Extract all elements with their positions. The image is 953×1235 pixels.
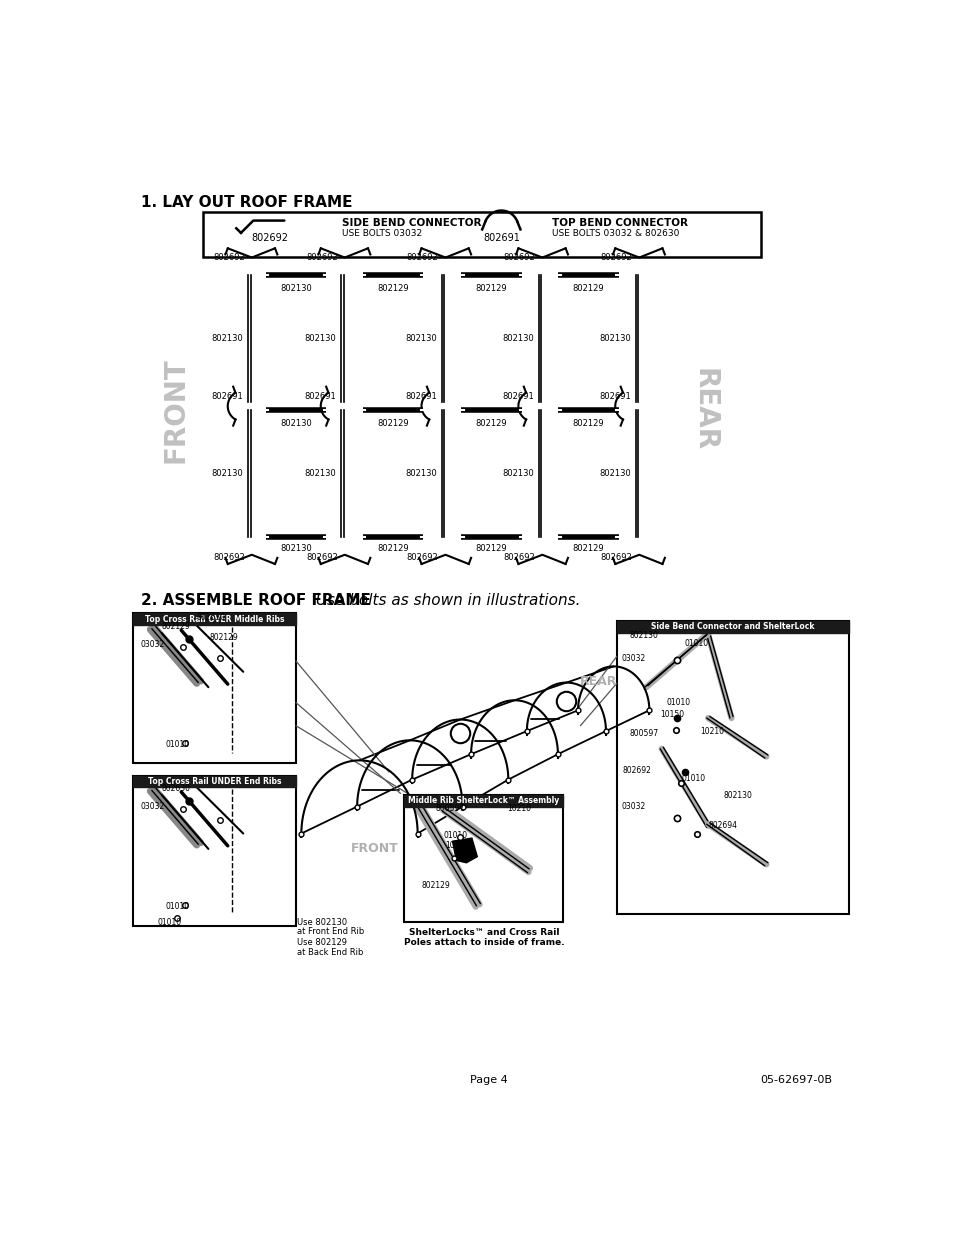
Text: 01010: 01010 bbox=[666, 698, 690, 708]
Text: 01010: 01010 bbox=[443, 831, 467, 840]
Text: 802130: 802130 bbox=[501, 469, 534, 478]
Text: FRONT: FRONT bbox=[351, 842, 398, 856]
Text: 802630: 802630 bbox=[196, 614, 226, 622]
Text: 802692: 802692 bbox=[213, 253, 245, 262]
Text: 802691: 802691 bbox=[482, 233, 519, 243]
Text: USE BOLTS 03032 & 802630: USE BOLTS 03032 & 802630 bbox=[551, 230, 679, 238]
Text: 800597: 800597 bbox=[435, 804, 464, 813]
Text: 802691: 802691 bbox=[212, 393, 243, 401]
Text: 802129: 802129 bbox=[476, 419, 507, 427]
Text: 802129: 802129 bbox=[572, 284, 603, 293]
Text: 802129: 802129 bbox=[572, 419, 603, 427]
Text: 802130: 802130 bbox=[280, 545, 312, 553]
Text: 01010: 01010 bbox=[165, 902, 190, 911]
Text: 802130: 802130 bbox=[280, 284, 312, 293]
Text: 802130: 802130 bbox=[212, 469, 243, 478]
Text: 03032: 03032 bbox=[620, 655, 645, 663]
Text: 802692: 802692 bbox=[213, 553, 245, 562]
Text: 802692: 802692 bbox=[503, 553, 535, 562]
Text: 802692: 802692 bbox=[600, 553, 632, 562]
Text: 800597: 800597 bbox=[629, 729, 658, 737]
Text: FRONT: FRONT bbox=[162, 357, 190, 463]
Text: 802692: 802692 bbox=[503, 253, 535, 262]
Bar bbox=[203, 212, 760, 257]
Text: ShelterLocks™ and Cross Rail: ShelterLocks™ and Cross Rail bbox=[408, 927, 558, 936]
Text: 802692: 802692 bbox=[600, 253, 632, 262]
Text: 802130: 802130 bbox=[598, 469, 630, 478]
Bar bbox=[133, 614, 295, 763]
Text: 802630: 802630 bbox=[162, 783, 191, 793]
Text: 802129: 802129 bbox=[162, 622, 191, 631]
Text: 802129: 802129 bbox=[476, 545, 507, 553]
Text: REAR: REAR bbox=[578, 676, 617, 688]
Text: at Front End Rib: at Front End Rib bbox=[297, 926, 364, 936]
Text: Poles attach to inside of frame.: Poles attach to inside of frame. bbox=[403, 939, 563, 947]
Text: USE BOLTS 03032: USE BOLTS 03032 bbox=[342, 230, 422, 238]
Text: 802130: 802130 bbox=[629, 631, 658, 640]
Text: Middle Rib ShelterLock™ Assembly: Middle Rib ShelterLock™ Assembly bbox=[408, 797, 558, 805]
Text: 01010: 01010 bbox=[165, 741, 190, 750]
Text: 802129: 802129 bbox=[376, 545, 408, 553]
Polygon shape bbox=[133, 776, 295, 787]
Text: 802129: 802129 bbox=[210, 632, 238, 642]
Text: 802692: 802692 bbox=[406, 553, 438, 562]
Text: 802130: 802130 bbox=[304, 469, 335, 478]
Text: REAR: REAR bbox=[690, 368, 718, 452]
Text: Use bolts as shown in illustrations.: Use bolts as shown in illustrations. bbox=[311, 593, 580, 608]
Text: 10150: 10150 bbox=[659, 710, 683, 719]
Text: 802129: 802129 bbox=[421, 882, 450, 890]
Text: 10150: 10150 bbox=[444, 841, 468, 851]
Text: 03032: 03032 bbox=[141, 641, 165, 650]
Text: 10210: 10210 bbox=[506, 804, 530, 814]
Text: TOP BEND CONNECTOR: TOP BEND CONNECTOR bbox=[551, 217, 687, 228]
Text: Use 802130: Use 802130 bbox=[297, 918, 347, 926]
Text: 802692: 802692 bbox=[406, 253, 438, 262]
Bar bbox=[404, 795, 562, 923]
Text: Side Bend Connector and ShelterLock: Side Bend Connector and ShelterLock bbox=[651, 622, 814, 631]
Text: 802129: 802129 bbox=[572, 545, 603, 553]
Text: 802692: 802692 bbox=[622, 766, 651, 774]
Polygon shape bbox=[617, 621, 848, 632]
Polygon shape bbox=[452, 839, 476, 863]
Text: Top Cross Rail OVER Middle Ribs: Top Cross Rail OVER Middle Ribs bbox=[145, 615, 284, 624]
Text: 802130: 802130 bbox=[405, 469, 436, 478]
Text: 802130: 802130 bbox=[598, 335, 630, 343]
Polygon shape bbox=[404, 795, 562, 806]
Text: 802130: 802130 bbox=[212, 335, 243, 343]
Text: 03032: 03032 bbox=[620, 802, 645, 811]
Text: 802692: 802692 bbox=[306, 253, 337, 262]
Text: 802691: 802691 bbox=[405, 393, 436, 401]
Text: 802130: 802130 bbox=[723, 790, 752, 799]
Text: 802130: 802130 bbox=[405, 335, 436, 343]
Text: SIDE BEND CONNECTOR: SIDE BEND CONNECTOR bbox=[342, 217, 481, 228]
Text: 10210: 10210 bbox=[700, 727, 723, 736]
Text: 802691: 802691 bbox=[501, 393, 534, 401]
Text: 01010: 01010 bbox=[684, 638, 708, 648]
Polygon shape bbox=[133, 614, 295, 625]
Text: Top Cross Rail UNDER End Ribs: Top Cross Rail UNDER End Ribs bbox=[148, 777, 281, 785]
Text: 802130: 802130 bbox=[304, 335, 335, 343]
Text: at Back End Rib: at Back End Rib bbox=[297, 947, 363, 957]
Text: 2. ASSEMBLE ROOF FRAME: 2. ASSEMBLE ROOF FRAME bbox=[141, 593, 371, 608]
Text: Page 4: Page 4 bbox=[470, 1074, 507, 1084]
Text: Use 802129: Use 802129 bbox=[297, 939, 347, 947]
Text: 802691: 802691 bbox=[304, 393, 335, 401]
Text: 802691: 802691 bbox=[598, 393, 630, 401]
Text: 01010: 01010 bbox=[680, 773, 704, 783]
Text: 03032: 03032 bbox=[141, 802, 165, 811]
Text: 01010: 01010 bbox=[157, 918, 181, 926]
Text: 1. LAY OUT ROOF FRAME: 1. LAY OUT ROOF FRAME bbox=[141, 195, 352, 210]
Text: 802130: 802130 bbox=[280, 419, 312, 427]
Bar bbox=[617, 621, 848, 914]
Text: 05-62697-0B: 05-62697-0B bbox=[760, 1074, 831, 1084]
Text: 802129: 802129 bbox=[476, 284, 507, 293]
Text: 802130: 802130 bbox=[501, 335, 534, 343]
Text: 802692: 802692 bbox=[306, 553, 337, 562]
Text: 802692: 802692 bbox=[252, 233, 289, 243]
Text: 802129: 802129 bbox=[376, 284, 408, 293]
Text: 802694: 802694 bbox=[707, 821, 737, 830]
Text: 802129: 802129 bbox=[376, 419, 408, 427]
Bar bbox=[133, 776, 295, 926]
